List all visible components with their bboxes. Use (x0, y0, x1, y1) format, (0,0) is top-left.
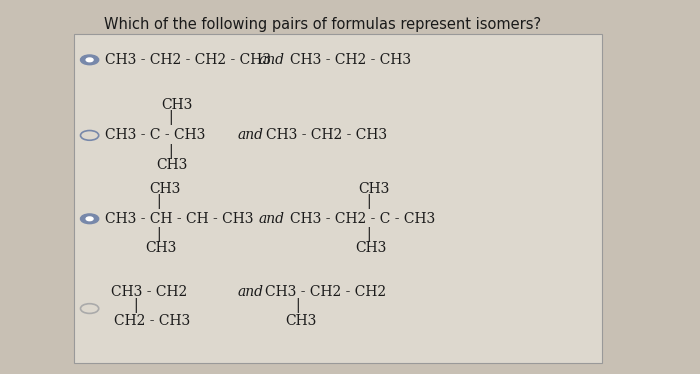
Text: CH3: CH3 (358, 182, 390, 196)
Text: |: | (366, 194, 371, 209)
Text: CH3 - CH2 - C - CH3: CH3 - CH2 - C - CH3 (290, 212, 435, 226)
Text: |: | (156, 194, 161, 209)
Text: CH3 - CH2 - CH2 - CH3: CH3 - CH2 - CH2 - CH3 (105, 53, 271, 67)
Text: CH3: CH3 (145, 240, 176, 255)
Text: CH3 - C - CH3: CH3 - C - CH3 (105, 128, 205, 142)
Circle shape (80, 55, 99, 65)
Text: CH3: CH3 (149, 182, 181, 196)
FancyBboxPatch shape (74, 34, 602, 363)
Text: |: | (156, 227, 161, 242)
Text: |: | (295, 298, 300, 313)
Text: CH3: CH3 (286, 314, 317, 328)
Text: CH3 - CH2: CH3 - CH2 (111, 285, 187, 300)
Text: CH3: CH3 (161, 98, 192, 112)
Circle shape (86, 58, 93, 62)
Text: |: | (168, 144, 173, 159)
Text: CH2 - CH3: CH2 - CH3 (114, 314, 190, 328)
Text: Which of the following pairs of formulas represent isomers?: Which of the following pairs of formulas… (104, 17, 540, 32)
Text: CH3: CH3 (156, 157, 188, 172)
Circle shape (80, 214, 99, 224)
Text: and: and (238, 285, 264, 300)
Text: CH3 - CH2 - CH2: CH3 - CH2 - CH2 (265, 285, 386, 300)
Text: CH3 - CH - CH - CH3: CH3 - CH - CH - CH3 (105, 212, 253, 226)
Text: and: and (238, 128, 264, 142)
Text: and: and (259, 212, 285, 226)
Text: |: | (366, 227, 371, 242)
Text: CH3 - CH2 - CH3: CH3 - CH2 - CH3 (266, 128, 387, 142)
Circle shape (86, 217, 93, 221)
Text: and: and (259, 53, 285, 67)
Text: |: | (133, 298, 138, 313)
Text: |: | (168, 110, 173, 125)
Text: CH3: CH3 (355, 240, 386, 255)
Text: CH3 - CH2 - CH3: CH3 - CH2 - CH3 (290, 53, 412, 67)
